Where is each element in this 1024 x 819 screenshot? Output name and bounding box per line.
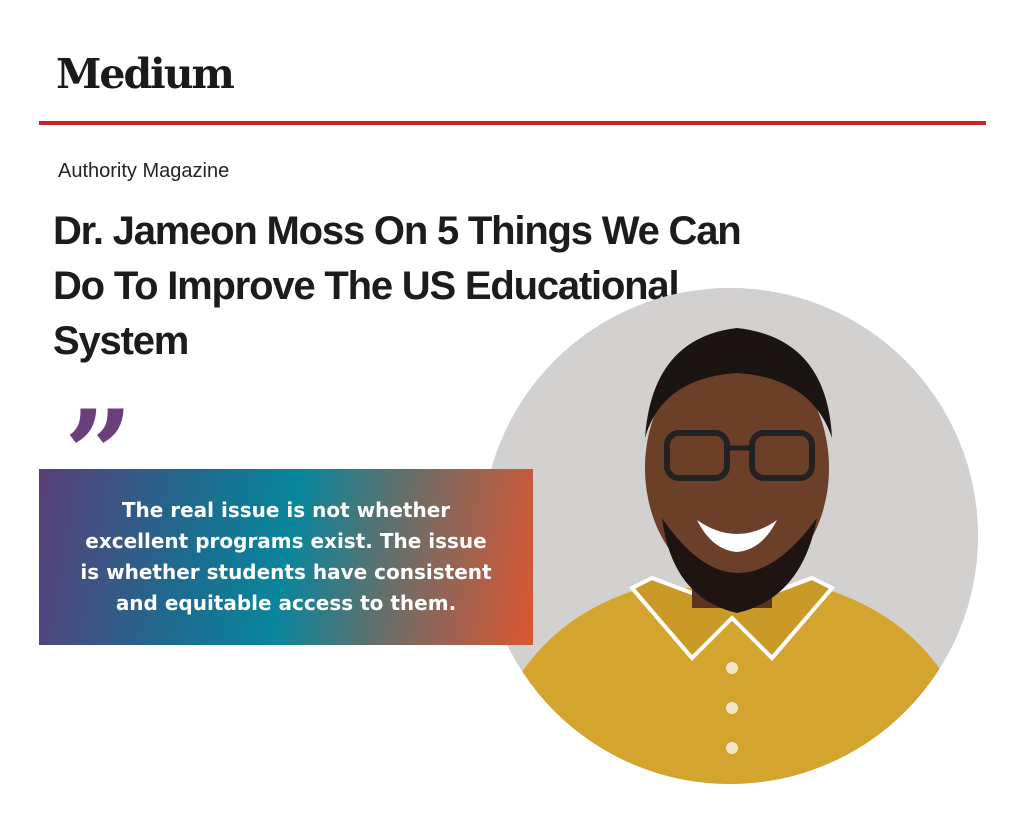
portrait-photo xyxy=(482,288,978,784)
article-title: Dr. Jameon Moss On 5 Things We Can Do To… xyxy=(53,209,742,363)
publication-name[interactable]: Authority Magazine xyxy=(58,160,230,182)
header-divider xyxy=(39,121,986,125)
medium-logo[interactable]: Medium xyxy=(56,50,235,98)
pull-quote-text: The real issue is not whether excellent … xyxy=(80,498,492,615)
pull-quote-box: The real issue is not whether excellent … xyxy=(39,469,533,645)
